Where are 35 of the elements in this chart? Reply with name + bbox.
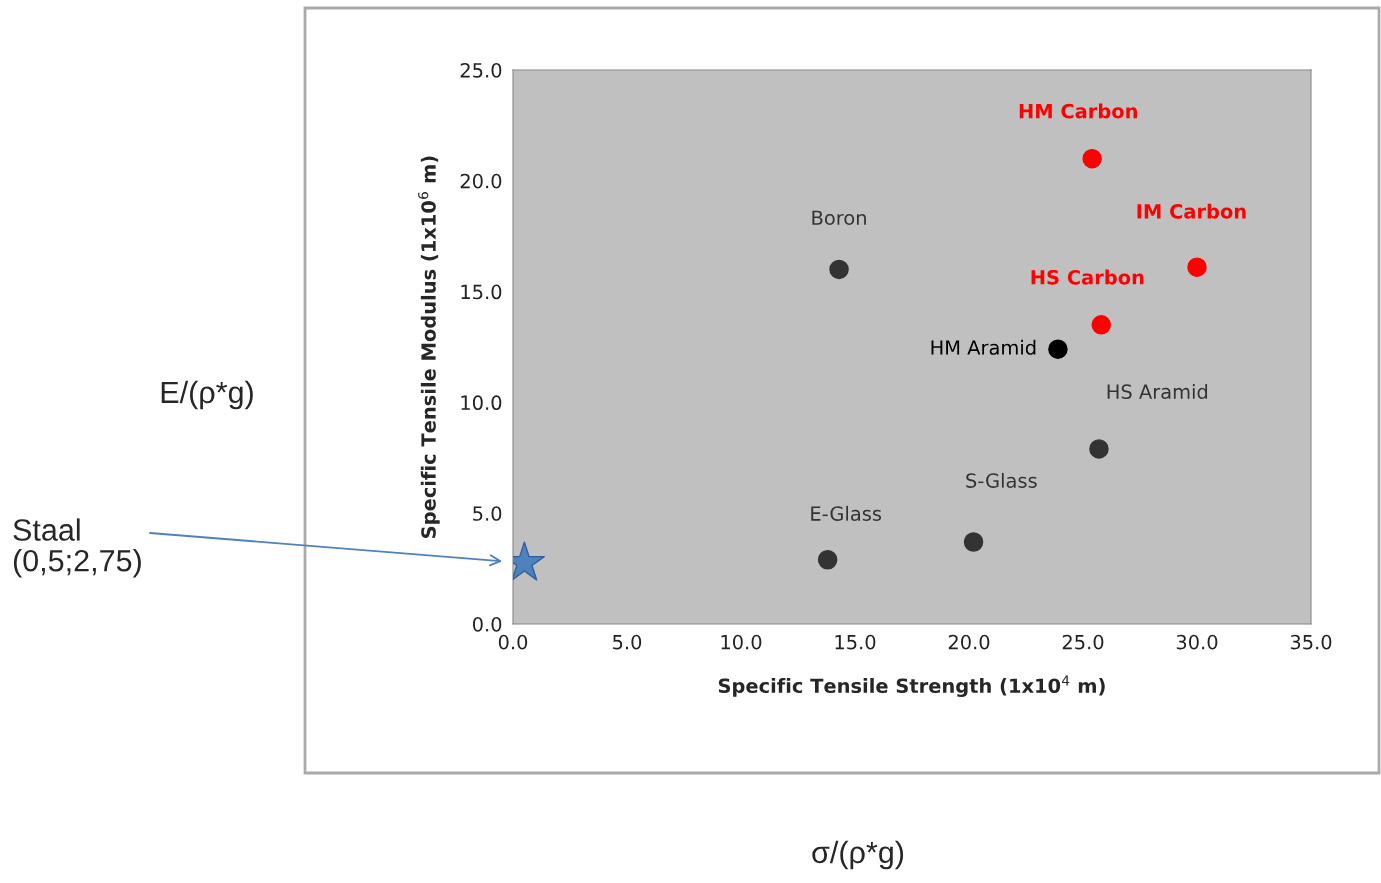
point — [817, 549, 838, 570]
y-axis-title: Specific Tensile Modulus (1x10$^{6}$ m) — [418, 156, 440, 538]
text: HM Carbon — [1019, 103, 1137, 119]
series-label: E-Glass — [811, 505, 882, 521]
point — [1089, 439, 1109, 459]
point — [1048, 339, 1068, 359]
point — [1187, 257, 1207, 277]
x-tick-label: 30.0 — [1176, 634, 1218, 650]
x-tick-label: 20.0 — [948, 634, 990, 650]
point — [1091, 315, 1111, 335]
y-tick-label: 15.0 — [461, 284, 502, 300]
x-tick-label: 10.0 — [721, 634, 762, 650]
point — [1082, 148, 1102, 169]
point — [963, 532, 984, 552]
y-tick-label: 0.0 — [472, 616, 502, 632]
text: Boron — [812, 210, 866, 226]
x-tick-label: 15.0 — [835, 634, 876, 650]
y-tick-label: 5.0 — [473, 506, 502, 521]
text: HS Aramid — [1107, 383, 1208, 400]
series-label: HM Aramid — [931, 339, 1036, 355]
y-tick-label: 20.0 — [460, 173, 502, 189]
text: S-Glass — [966, 472, 1037, 488]
text: E/(ρ*g) — [161, 380, 253, 410]
x-tick-label: 25.0 — [1062, 634, 1104, 650]
text: HS Carbon — [1031, 269, 1144, 285]
y-tick-label: 10.0 — [461, 395, 502, 411]
text: IM Carbon — [1137, 203, 1246, 219]
y-tick-label: 25.0 — [460, 62, 502, 78]
text: Staal (0,5;2,75) — [13, 518, 141, 578]
point — [829, 259, 849, 280]
x-tick-label: 5.0 — [613, 634, 642, 650]
x-axis-title: Specific Tensile Strength (1x10$^{4}$ m) — [718, 675, 1105, 698]
x-tick-label: 0.0 — [498, 634, 528, 650]
x-tick-label: 35.0 — [1290, 634, 1332, 650]
text: σ/(ρ*g) — [812, 840, 904, 870]
